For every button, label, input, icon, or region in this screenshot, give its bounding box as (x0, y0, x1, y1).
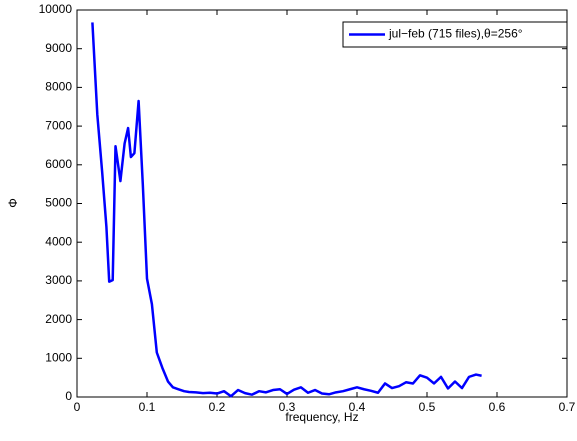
x-tick-label: 0.6 (489, 400, 506, 414)
y-tick-label: 0 (65, 389, 72, 403)
data-line (91, 22, 482, 398)
x-tick-label: 0 (74, 400, 81, 414)
y-tick-label: 9000 (45, 41, 72, 55)
y-tick-label: 4000 (45, 234, 72, 248)
y-axis-label: Φ (6, 198, 20, 208)
y-tick-label: 7000 (45, 118, 72, 132)
legend-label: jul−feb (715 files),θ=256° (388, 27, 523, 41)
y-tick-label: 8000 (45, 80, 72, 94)
plot-area (76, 9, 568, 398)
y-tick-label: 1000 (45, 350, 72, 364)
y-tick-label: 6000 (45, 157, 72, 171)
y-tick-label: 3000 (45, 273, 72, 287)
x-axis-label: frequency, Hz (285, 410, 358, 424)
x-tick-label: 0.4 (349, 400, 366, 414)
y-tick-label: 10000 (39, 2, 73, 16)
y-tick-label: 5000 (45, 196, 72, 210)
y-tick-label: 2000 (45, 312, 72, 326)
x-tick-label: 0.5 (419, 400, 436, 414)
x-tick-label: 0.2 (209, 400, 226, 414)
x-tick-label: 0.7 (559, 400, 576, 414)
x-tick-label: 0.3 (279, 400, 296, 414)
x-tick-label: 0.1 (139, 400, 156, 414)
